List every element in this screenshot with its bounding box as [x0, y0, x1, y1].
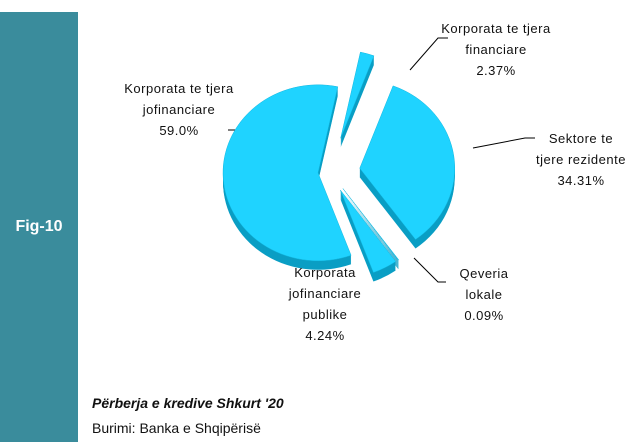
- slice: [340, 51, 375, 139]
- slice: [359, 85, 455, 240]
- slice-side: [342, 190, 399, 263]
- caption-title: Përberja e kredive Shkurt '20: [92, 395, 284, 411]
- slice: [222, 84, 352, 262]
- figure-label: Fig-10: [15, 218, 63, 235]
- slice-name: Sektore te tjere rezidente: [536, 131, 626, 167]
- caption-source: Burimi: Banka e Shqipërisë: [92, 420, 261, 436]
- slice-side: [342, 189, 399, 262]
- slice-label: Sektore te tjere rezidente 34.31%: [535, 128, 627, 191]
- slice-name: Korporata te tjera financiare: [441, 21, 551, 57]
- slice: [340, 189, 397, 273]
- slice-side: [342, 191, 399, 264]
- slice-value: 59.0%: [159, 123, 199, 138]
- slice: [342, 188, 400, 261]
- slice-value: 2.37%: [476, 63, 516, 78]
- slice-value: 34.31%: [557, 173, 605, 188]
- leader-line: [413, 257, 446, 283]
- slice-name: Korporata te tjera jofinanciare: [124, 81, 234, 117]
- leader-line: [409, 37, 448, 71]
- slice-value: 4.24%: [305, 328, 345, 343]
- slice-label: Qeveria lokale 0.09%: [445, 263, 523, 326]
- slice-side: [342, 192, 399, 265]
- leader-line: [472, 137, 535, 149]
- slice-label: Korporata jofinanciare publike 4.24%: [272, 262, 378, 346]
- slice-name: Qeveria lokale: [459, 266, 509, 302]
- slice-label: Korporata te tjera jofinanciare 59.0%: [120, 78, 238, 141]
- slice-name: Korporata jofinanciare publike: [288, 265, 362, 322]
- slice-label: Korporata te tjera financiare 2.37%: [440, 18, 552, 81]
- sidebar: [0, 12, 78, 442]
- slice-value: 0.09%: [464, 308, 504, 323]
